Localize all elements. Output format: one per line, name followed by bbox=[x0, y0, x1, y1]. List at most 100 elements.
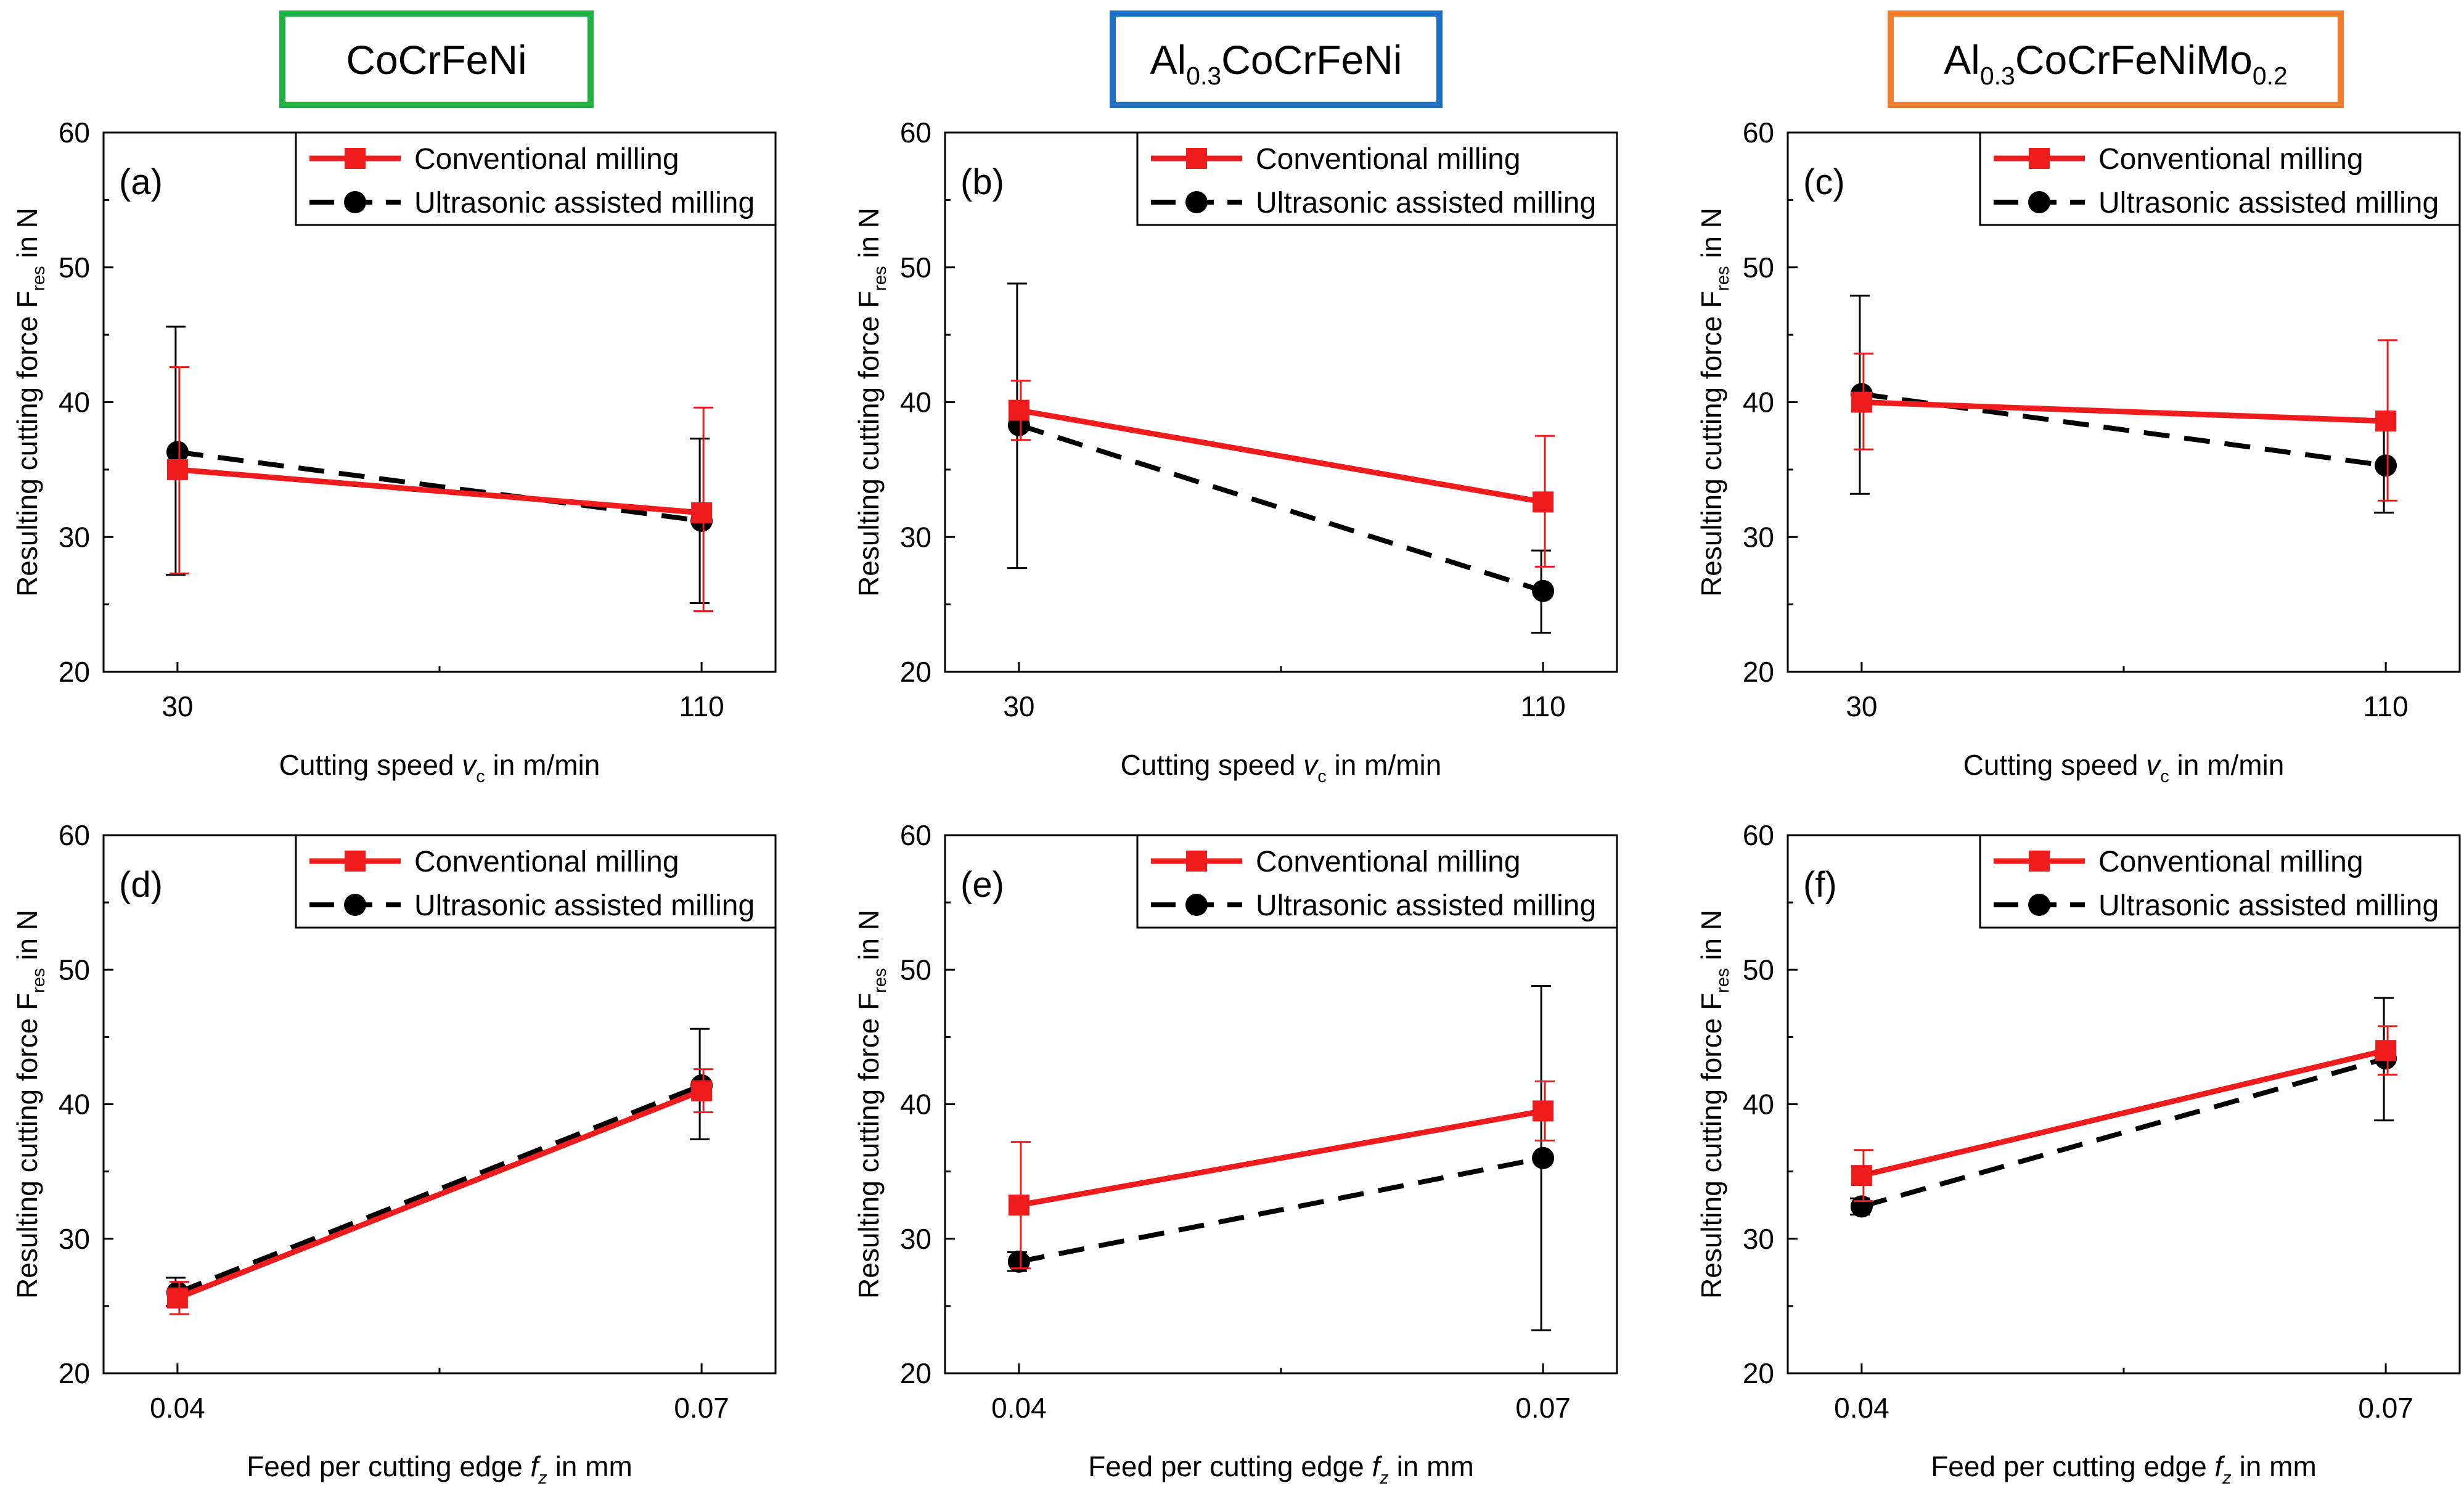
y-tick-label: 20 bbox=[59, 1357, 90, 1389]
x-tick-label: 30 bbox=[1003, 690, 1034, 722]
y-axis-label: Resulting cutting force Fres in N bbox=[11, 208, 49, 597]
x-axis-label-part: v bbox=[1303, 749, 1319, 781]
x-axis-label-part: z bbox=[538, 1468, 547, 1488]
series-line bbox=[1861, 399, 2386, 424]
x-axis-label-part: in m/min bbox=[1327, 749, 1442, 781]
y-axis-label-part: Resulting cutting force F bbox=[1695, 993, 1727, 1299]
legend: Conventional milling Ultrasonic assisted … bbox=[1136, 131, 1618, 226]
y-tick-label: 20 bbox=[1743, 656, 1774, 688]
x-axis-label-part: f bbox=[2215, 1450, 2225, 1482]
y-tick-label: 30 bbox=[59, 521, 90, 553]
series-line bbox=[176, 1083, 703, 1295]
y-tick-label: 40 bbox=[900, 386, 931, 419]
y-tick-label: 50 bbox=[1743, 251, 1774, 284]
legend-label-ultrasonic: Ultrasonic assisted milling bbox=[2098, 187, 2439, 219]
x-axis-label-part: z bbox=[2222, 1468, 2232, 1488]
panel-label: (f) bbox=[1803, 865, 1837, 905]
x-axis-label-part: v bbox=[2146, 749, 2162, 781]
legend-marker-conventional bbox=[1186, 851, 1207, 872]
x-tick-label: 0.07 bbox=[2358, 1392, 2413, 1424]
data-point-square bbox=[1008, 399, 1029, 421]
panel-label: (e) bbox=[960, 865, 1004, 905]
y-axis-label-part: res bbox=[1713, 266, 1733, 291]
x-axis-label-part: Feed per cutting edge bbox=[1931, 1450, 2214, 1482]
y-axis-label-part: Resulting cutting force F bbox=[853, 993, 885, 1299]
series-line bbox=[1018, 407, 1544, 505]
legend: Conventional milling Ultrasonic assisted … bbox=[1979, 131, 2461, 226]
conventional-series bbox=[1008, 380, 1555, 568]
y-axis-label-part: in N bbox=[1695, 208, 1727, 266]
y-tick-label: 40 bbox=[1743, 1089, 1774, 1121]
material-title: Al0.3CoCrFeNi bbox=[1150, 37, 1402, 90]
y-axis-label-part: Resulting cutting force F bbox=[11, 291, 43, 597]
x-tick-label: 110 bbox=[679, 690, 724, 722]
y-axis-label-part: Resulting cutting force F bbox=[1695, 291, 1727, 597]
y-axis-label-part: Resulting cutting force F bbox=[11, 993, 43, 1299]
x-tick-label: 110 bbox=[1520, 690, 1565, 722]
y-axis-label-part: Resulting cutting force F bbox=[853, 291, 885, 597]
legend-marker-ultrasonic bbox=[1185, 191, 1208, 213]
legend-label-ultrasonic: Ultrasonic assisted milling bbox=[1256, 889, 1596, 922]
legend-marker-ultrasonic bbox=[344, 894, 366, 916]
y-axis-label-part: res bbox=[29, 968, 49, 993]
conventional-series bbox=[1008, 1080, 1555, 1270]
data-point-square bbox=[1533, 1100, 1554, 1122]
data-point-circle bbox=[166, 441, 189, 464]
legend: Conventional milling Ultrasonic assisted … bbox=[1136, 834, 1618, 929]
material-title: CoCrFeNi bbox=[346, 37, 526, 83]
y-axis-label-part: res bbox=[29, 266, 49, 291]
conventional-series bbox=[1851, 339, 2398, 502]
legend: Conventional milling Ultrasonic assisted … bbox=[1979, 834, 2461, 929]
y-axis-label-part: res bbox=[870, 968, 890, 993]
x-axis-label-part: v bbox=[462, 749, 478, 781]
data-point-circle bbox=[1532, 579, 1555, 602]
legend: Conventional milling Ultrasonic assisted … bbox=[295, 131, 777, 226]
panel-label: (a) bbox=[119, 162, 163, 202]
x-tick-label: 0.04 bbox=[991, 1392, 1047, 1424]
chart-panel: 20 30 40 50 60 0.04 0.07 Feed per cutting edge … bbox=[853, 819, 1618, 1488]
panel-label: (b) bbox=[960, 162, 1004, 202]
x-axis-label-part: in mm bbox=[2232, 1450, 2317, 1482]
legend-box bbox=[295, 131, 777, 226]
y-tick-label: 30 bbox=[900, 521, 931, 553]
y-axis-label: Resulting cutting force Fres in N bbox=[853, 208, 890, 597]
legend-label-ultrasonic: Ultrasonic assisted milling bbox=[1256, 187, 1596, 219]
y-tick-label: 30 bbox=[900, 1223, 931, 1255]
chart-panel: 20 30 40 50 60 30 110 Cutting speed vc in m/min… bbox=[11, 116, 777, 786]
series-line bbox=[176, 1088, 703, 1301]
y-axis-label-part: res bbox=[1713, 968, 1733, 993]
y-tick-label: 30 bbox=[59, 1223, 90, 1255]
data-point-circle bbox=[1007, 1250, 1030, 1273]
material-title-box: Al0.3CoCrFeNi bbox=[1110, 10, 1443, 108]
data-point-square bbox=[1851, 391, 1872, 413]
x-axis-label-part: c bbox=[1317, 767, 1327, 786]
material-title-border bbox=[1888, 10, 2344, 108]
material-title-box: Al0.3CoCrFeNiMo0.2 bbox=[1888, 10, 2344, 108]
material-title-part: 0.3 bbox=[1186, 62, 1221, 90]
legend-box bbox=[1979, 131, 2461, 226]
data-point-square bbox=[691, 1080, 713, 1101]
legend-marker-conventional bbox=[345, 148, 366, 169]
x-axis-label: Feed per cutting edge fz in mm bbox=[247, 1450, 632, 1488]
y-tick-label: 40 bbox=[900, 1089, 931, 1121]
y-tick-label: 60 bbox=[900, 819, 931, 851]
data-point-square bbox=[1851, 1165, 1872, 1187]
legend-marker-conventional bbox=[345, 851, 366, 872]
chart-panel: 20 30 40 50 60 0.04 0.07 Feed per cutting edge … bbox=[11, 819, 777, 1488]
y-tick-label: 30 bbox=[1743, 521, 1774, 553]
y-tick-label: 60 bbox=[1743, 819, 1774, 851]
x-axis-label-part: in mm bbox=[547, 1450, 632, 1482]
y-tick-label: 60 bbox=[1743, 116, 1774, 149]
x-axis-label-part: Feed per cutting edge bbox=[1088, 1450, 1372, 1482]
x-axis-label-part: f bbox=[531, 1450, 541, 1482]
data-point-square bbox=[691, 502, 713, 523]
legend-label-conventional: Conventional milling bbox=[1256, 846, 1521, 878]
y-tick-label: 50 bbox=[900, 251, 931, 284]
x-axis-label-part: f bbox=[1372, 1450, 1383, 1482]
material-title-part: CoCrFeNi bbox=[1221, 37, 1402, 83]
x-axis-label: Feed per cutting edge fz in mm bbox=[1931, 1450, 2317, 1488]
y-axis-label: Resulting cutting force Fres in N bbox=[11, 910, 49, 1299]
legend-box bbox=[295, 834, 777, 929]
y-axis-label-part: res bbox=[870, 266, 890, 291]
conventional-series bbox=[1851, 1025, 2398, 1203]
